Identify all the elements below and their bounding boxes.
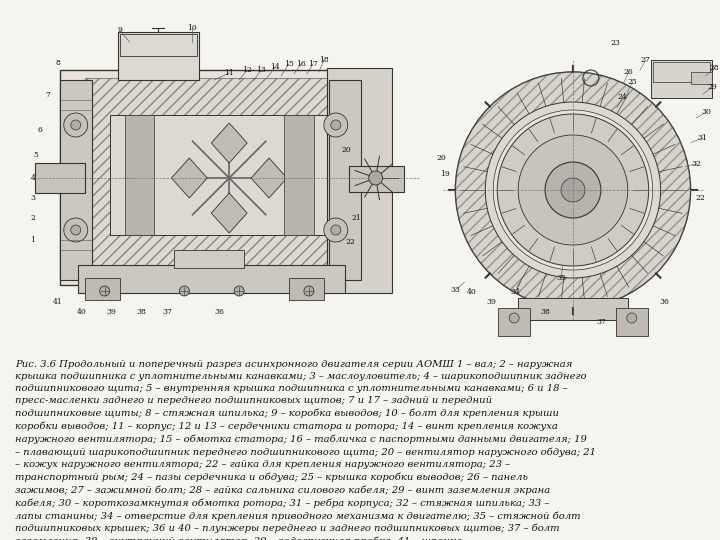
Bar <box>120 34 197 56</box>
Bar <box>690 72 713 84</box>
Bar <box>85 78 374 278</box>
Text: 20: 20 <box>342 146 351 154</box>
Bar <box>109 115 348 235</box>
Bar <box>35 163 85 193</box>
Text: 11: 11 <box>225 69 234 77</box>
Text: 17: 17 <box>308 60 318 68</box>
Text: 41: 41 <box>53 298 63 306</box>
Text: 40: 40 <box>77 308 86 316</box>
Text: 9: 9 <box>117 26 122 34</box>
Circle shape <box>509 313 519 323</box>
Text: 13: 13 <box>256 66 266 74</box>
Text: 38: 38 <box>540 308 550 316</box>
Text: 6: 6 <box>37 126 42 134</box>
Circle shape <box>304 286 314 296</box>
Circle shape <box>71 120 81 130</box>
Bar <box>85 278 120 300</box>
Bar <box>498 308 530 336</box>
Text: 35: 35 <box>556 274 566 282</box>
Bar <box>616 308 648 336</box>
Circle shape <box>71 225 81 235</box>
Text: 18: 18 <box>319 56 329 64</box>
Text: 26: 26 <box>624 68 634 76</box>
Text: 39: 39 <box>107 308 117 316</box>
Circle shape <box>518 135 628 245</box>
Circle shape <box>561 178 585 202</box>
Text: 12: 12 <box>242 66 252 74</box>
Polygon shape <box>211 123 247 163</box>
Bar <box>60 80 91 280</box>
Text: 8: 8 <box>55 59 60 67</box>
Text: 5: 5 <box>33 151 38 159</box>
Circle shape <box>64 218 88 242</box>
Text: 16: 16 <box>296 60 306 68</box>
Circle shape <box>179 286 189 296</box>
Circle shape <box>330 225 341 235</box>
Text: 34: 34 <box>510 288 520 296</box>
Circle shape <box>485 102 661 278</box>
Text: 27: 27 <box>641 56 651 64</box>
Text: 33: 33 <box>451 286 460 294</box>
Circle shape <box>64 113 88 137</box>
Text: 32: 32 <box>692 160 701 168</box>
Bar <box>518 298 628 320</box>
Bar <box>125 115 155 235</box>
Circle shape <box>234 286 244 296</box>
Bar <box>289 278 324 300</box>
Text: 10: 10 <box>187 24 197 32</box>
Text: 29: 29 <box>708 83 717 91</box>
Bar <box>60 70 374 285</box>
Text: 1: 1 <box>30 236 35 244</box>
Circle shape <box>455 72 690 308</box>
Text: 40: 40 <box>467 288 476 296</box>
Text: 14: 14 <box>270 63 280 71</box>
Bar <box>174 250 244 268</box>
Circle shape <box>545 162 601 218</box>
Text: 30: 30 <box>701 108 711 116</box>
Text: 24: 24 <box>618 93 628 101</box>
Text: 20: 20 <box>436 154 446 162</box>
Bar <box>329 80 361 280</box>
Text: 22: 22 <box>346 238 356 246</box>
Text: 37: 37 <box>163 308 172 316</box>
Text: 37: 37 <box>596 318 606 326</box>
Circle shape <box>330 120 341 130</box>
Bar <box>348 166 404 192</box>
Text: 19: 19 <box>441 170 450 178</box>
Bar <box>651 60 713 98</box>
Text: 22: 22 <box>696 194 706 202</box>
Text: 2: 2 <box>30 214 35 222</box>
Circle shape <box>493 110 653 270</box>
Circle shape <box>369 171 382 185</box>
Polygon shape <box>251 158 287 198</box>
Circle shape <box>627 313 636 323</box>
Circle shape <box>324 113 348 137</box>
Text: 7: 7 <box>45 91 50 99</box>
Circle shape <box>99 286 109 296</box>
Text: 3: 3 <box>30 194 35 202</box>
Circle shape <box>455 72 690 308</box>
Text: 39: 39 <box>486 298 496 306</box>
Text: 15: 15 <box>284 60 294 68</box>
Text: 23: 23 <box>611 39 621 47</box>
Text: 28: 28 <box>710 64 719 72</box>
Polygon shape <box>171 158 207 198</box>
Text: 38: 38 <box>137 308 146 316</box>
Bar <box>78 265 345 293</box>
Text: Рис. 3.6 Продольный и поперечный разрез асинхронного двигателя серии АОМШ 1 – ва: Рис. 3.6 Продольный и поперечный разрез … <box>15 360 596 540</box>
Bar <box>284 115 314 235</box>
Circle shape <box>324 218 348 242</box>
Text: 36: 36 <box>660 298 670 306</box>
Bar <box>117 32 199 80</box>
Text: 31: 31 <box>698 134 708 142</box>
Text: 21: 21 <box>352 214 361 222</box>
Circle shape <box>498 114 649 266</box>
Text: 36: 36 <box>215 308 224 316</box>
Bar <box>327 68 392 293</box>
Text: 4: 4 <box>30 174 35 182</box>
Polygon shape <box>211 193 247 233</box>
Bar <box>653 62 711 82</box>
Text: 25: 25 <box>628 78 638 86</box>
